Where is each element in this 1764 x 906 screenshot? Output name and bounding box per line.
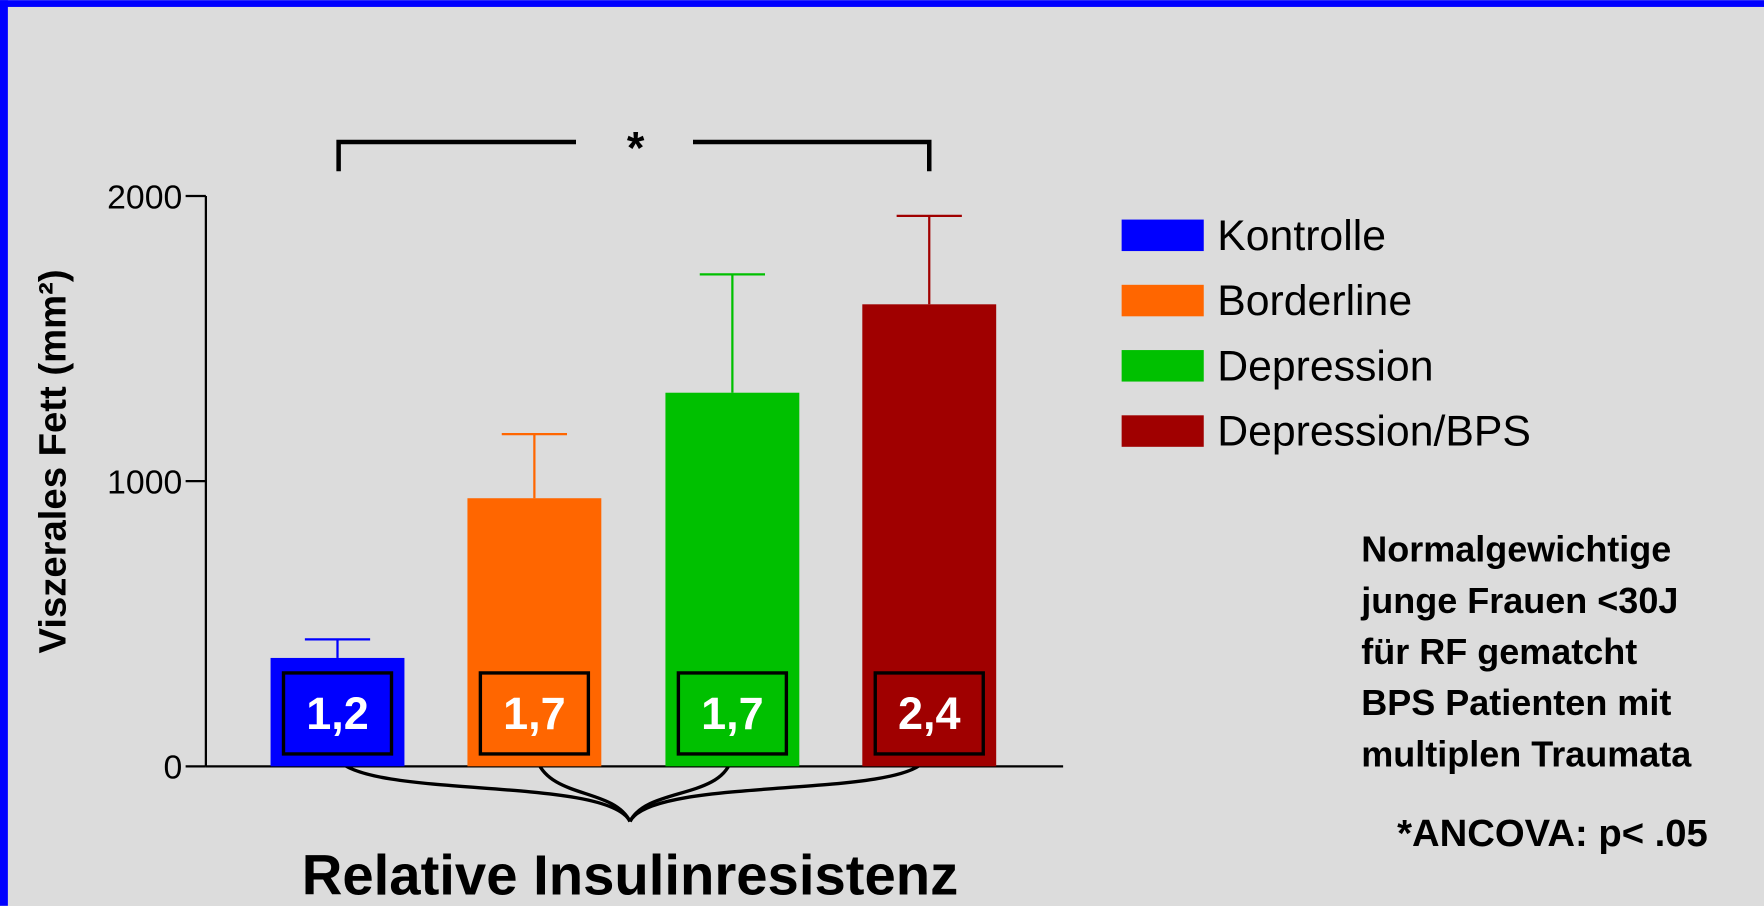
label-box [281,671,394,756]
y-tick-label: 0 [163,749,182,787]
note-line: junge Frauen <30J [1360,580,1678,621]
significance-mark: * [627,122,645,173]
bar [665,392,800,767]
stats-note: *ANCOVA: p< .05 [1397,812,1708,855]
left-border [0,0,8,906]
note-line: für RF gematcht [1361,631,1637,672]
legend-swatch [1121,219,1204,252]
legend-label: Depression/BPS [1217,408,1531,456]
label-box [478,671,591,756]
insulin-label: 2,4 [898,688,961,739]
bar [862,304,997,767]
insulin-label: 1,7 [503,688,566,739]
legend-label: Depression [1217,342,1433,390]
label-box [676,671,789,756]
arrows [336,758,928,823]
top-border [0,0,1764,7]
y-axis-label: Viszerales Fett (mm²) [31,269,74,653]
label-box [873,671,985,756]
legend-swatch [1121,284,1204,317]
x-axis-label: Relative Insulinresistenz [302,844,959,906]
note-line: BPS Patienten mit [1361,682,1671,723]
bar [467,498,602,767]
legend-swatch [1121,415,1204,447]
insulin-label: 1,2 [306,688,369,739]
y-tick-label: 2000 [107,178,182,216]
bar [270,657,405,767]
y-tick-label: 1000 [107,464,182,502]
insulin-label: 1,7 [701,688,764,739]
legend-label: Borderline [1217,277,1412,325]
legend-swatch [1121,350,1204,382]
legend-label: Kontrolle [1217,212,1386,260]
note-line: Normalgewichtige [1361,529,1671,570]
note-line: multiplen Traumata [1361,733,1692,774]
significance-bracket [336,139,932,172]
